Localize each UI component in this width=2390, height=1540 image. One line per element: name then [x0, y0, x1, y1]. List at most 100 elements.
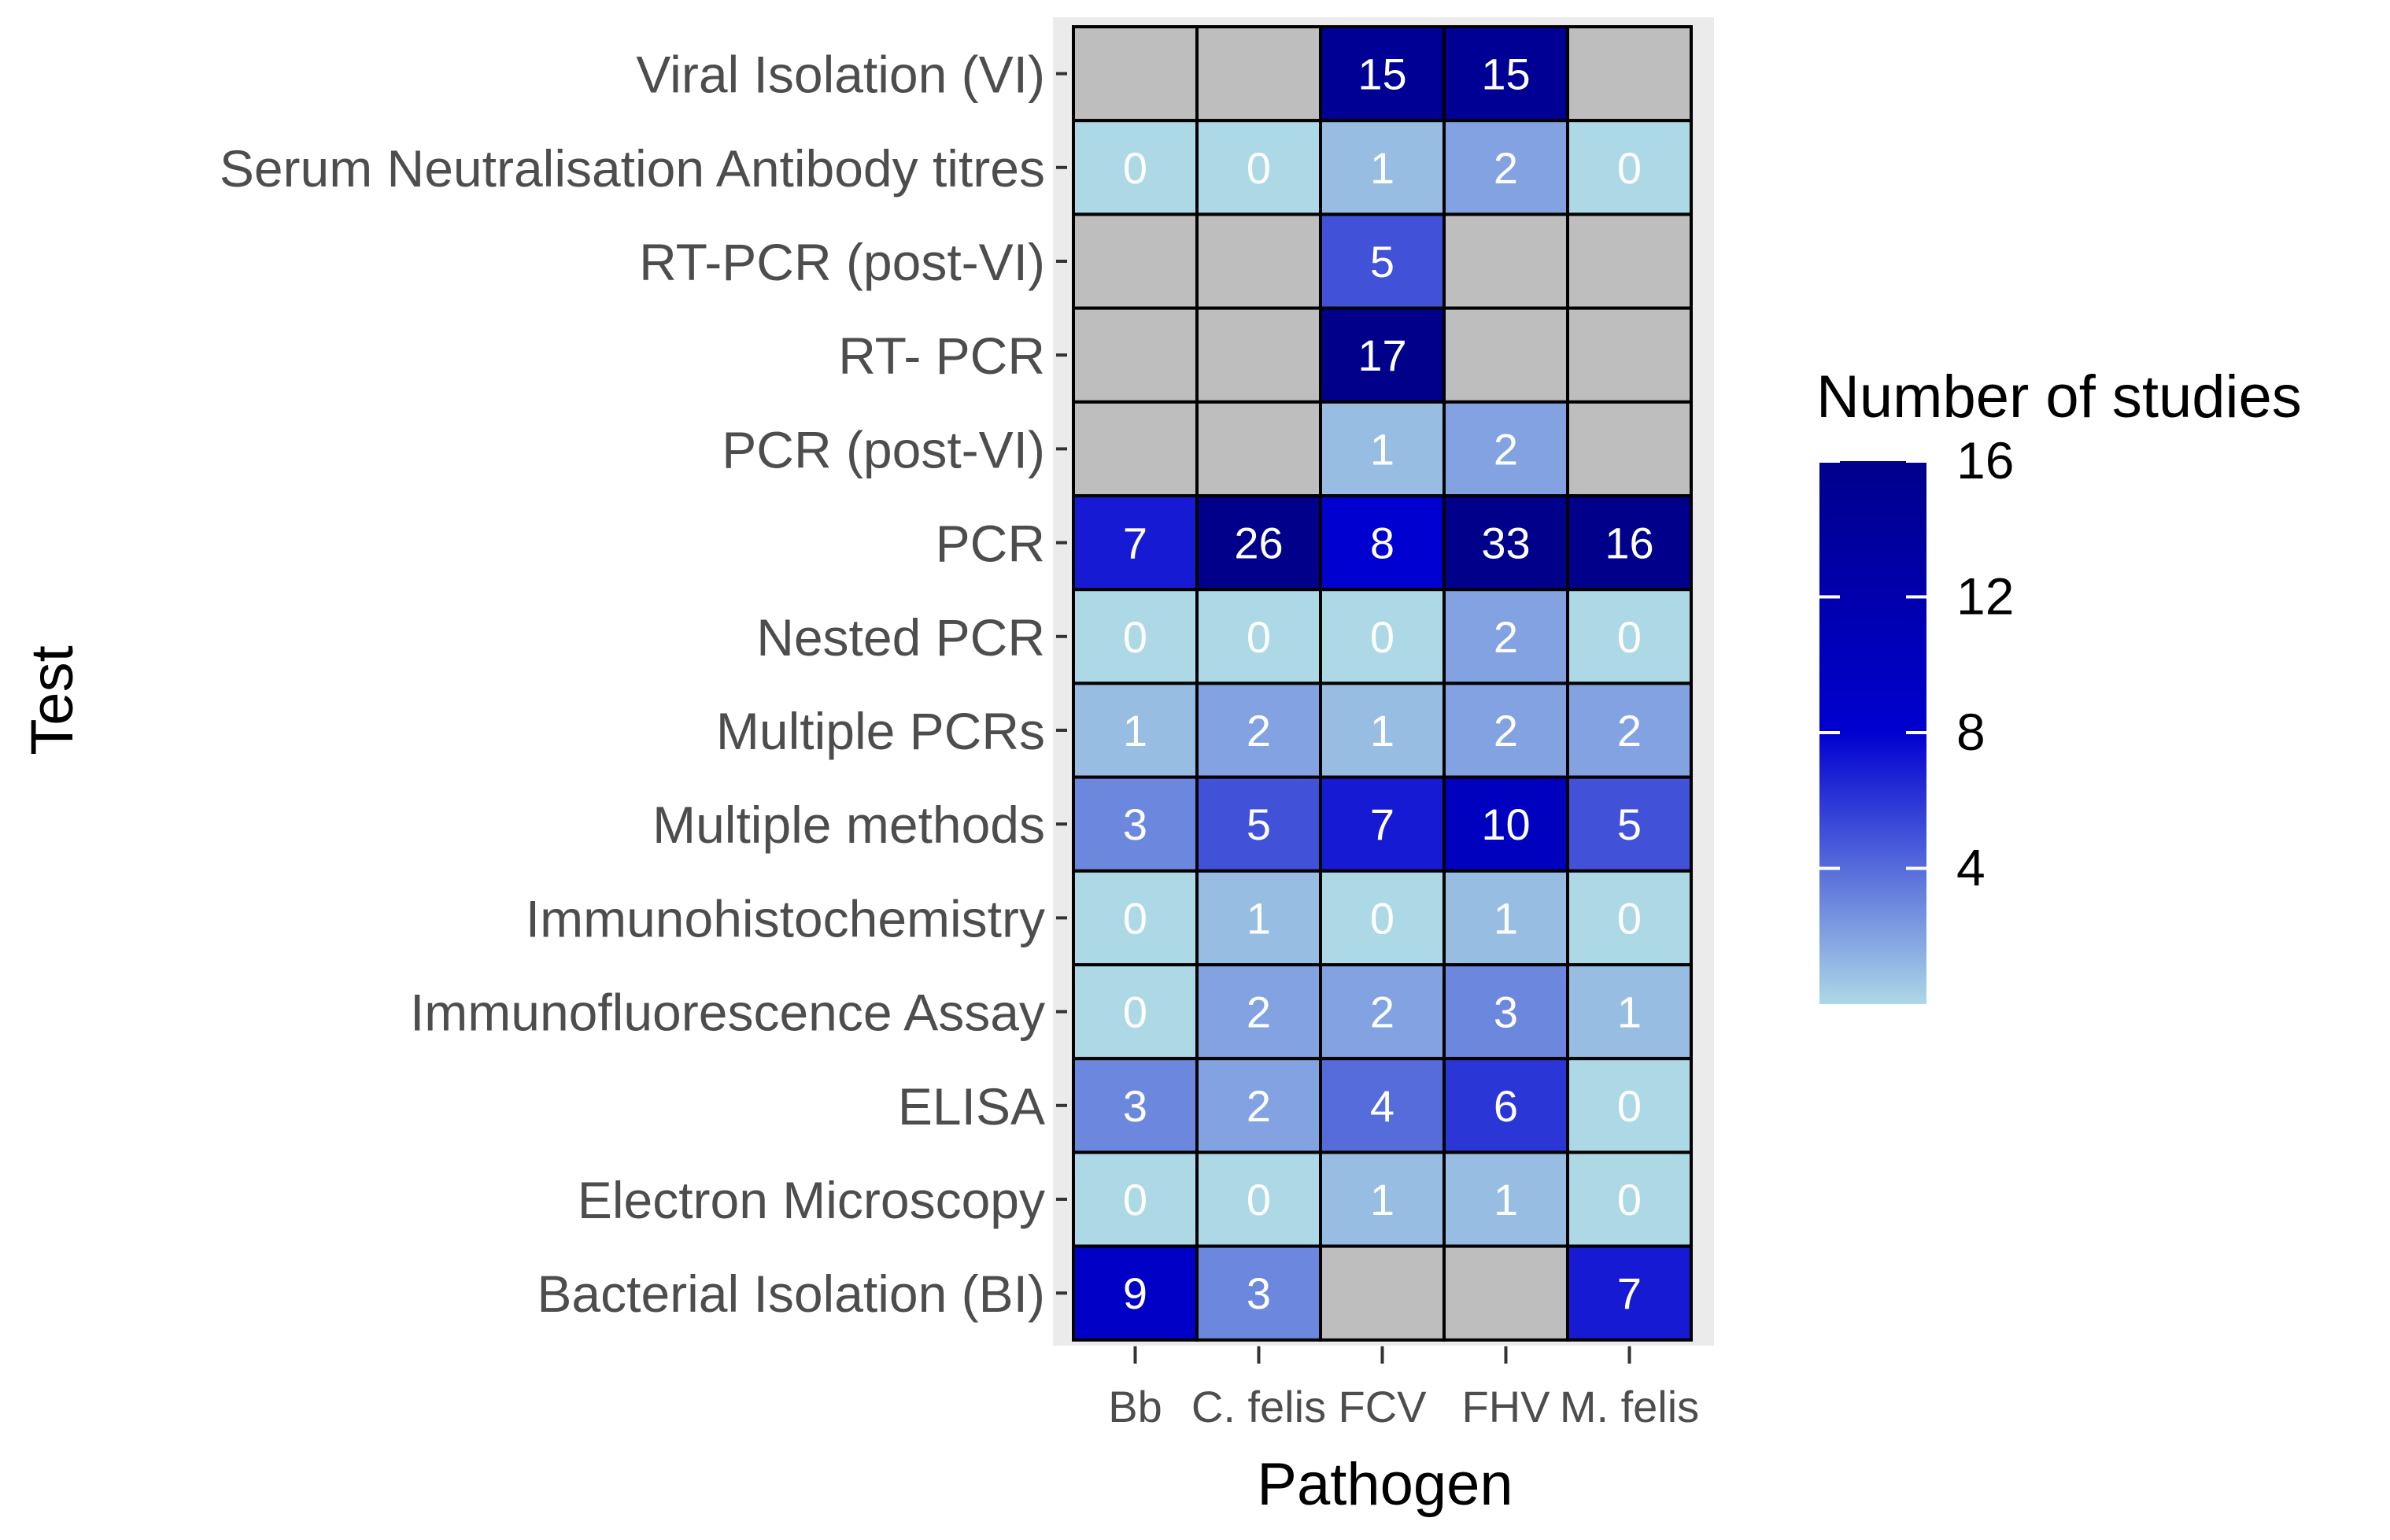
- heatmap-cell: [1566, 306, 1693, 404]
- x-tick-label: FHV: [1462, 1382, 1551, 1431]
- y-tick-label: Multiple methods: [652, 796, 1045, 854]
- heatmap-cell: [1566, 1150, 1693, 1248]
- cell-value-label: 0: [1617, 612, 1642, 662]
- cell-value-label: 4: [1370, 1081, 1394, 1131]
- heatmap-cell: [1319, 681, 1446, 779]
- legend-tick-label: 8: [1956, 703, 1986, 761]
- cell-value-label: 6: [1494, 1081, 1518, 1131]
- heatmap-cell: [1072, 1057, 1199, 1154]
- x-tick-label: FCV: [1339, 1382, 1428, 1431]
- legend-title: Number of studies: [1816, 364, 2302, 430]
- cell-value-label: 5: [1617, 800, 1642, 849]
- heatmap-cell: [1195, 869, 1322, 967]
- heatmap-cell: [1072, 775, 1199, 873]
- heatmap-cell: [1072, 306, 1199, 404]
- heatmap-cell: [1566, 1244, 1693, 1342]
- cell-value-label: 0: [1617, 143, 1642, 193]
- cell-value-label: 2: [1247, 1081, 1271, 1131]
- heatmap-cell: [1195, 1244, 1322, 1342]
- heatmap-cell: [1319, 1150, 1446, 1248]
- heatmap-cell: [1442, 963, 1569, 1061]
- x-tick-label: Bb: [1108, 1382, 1162, 1431]
- y-tick-label: Nested PCR: [756, 608, 1045, 667]
- y-tick-label: Immunofluorescence Assay: [410, 984, 1045, 1042]
- heatmap-cell: [1442, 1057, 1569, 1154]
- heatmap-cell: [1442, 306, 1569, 404]
- heatmap-cell: [1072, 494, 1199, 592]
- cell-value-label: 7: [1370, 800, 1394, 849]
- cell-value-label: 0: [1247, 612, 1271, 662]
- heatmap-cell: [1566, 775, 1693, 873]
- heatmap-cell: [1195, 681, 1322, 779]
- legend-ticks: 4 8 12 16: [1819, 431, 2014, 897]
- heatmap-cell: [1072, 963, 1199, 1061]
- cell-value-label: 1: [1370, 424, 1394, 474]
- cell-value-label: 2: [1247, 988, 1271, 1037]
- heatmap-cell: [1195, 400, 1322, 497]
- cell-value-label: 2: [1494, 143, 1518, 193]
- color-legend: Number of studies 4 8 12 16: [1816, 364, 2302, 1004]
- cell-value-label: 26: [1234, 519, 1283, 568]
- heatmap-cell: [1072, 400, 1199, 497]
- cell-value-label: 1: [1494, 893, 1518, 943]
- cell-value-label: 2: [1494, 612, 1518, 662]
- cell-value-label: 33: [1481, 519, 1530, 568]
- heatmap-cell: [1195, 775, 1322, 873]
- cell-value-label: 5: [1370, 237, 1394, 286]
- heatmap-cell: [1195, 963, 1322, 1061]
- heatmap-cell: [1195, 306, 1322, 404]
- cell-value-label: 1: [1123, 706, 1147, 755]
- cell-value-label: 0: [1123, 143, 1147, 193]
- cell-value-label: 1: [1247, 893, 1271, 943]
- heatmap-cell: [1072, 1150, 1199, 1248]
- cell-value-label: 7: [1617, 1269, 1642, 1318]
- heatmap-cell: [1195, 25, 1322, 123]
- heatmap-cell: [1566, 588, 1693, 685]
- heatmap-cell: [1442, 1150, 1569, 1248]
- cell-value-label: 0: [1247, 1175, 1271, 1224]
- cell-value-label: 7: [1123, 519, 1147, 568]
- x-tick-label: C. felis: [1191, 1382, 1326, 1431]
- heatmap-cell: [1072, 869, 1199, 967]
- y-tick-label: RT-PCR (post-VI): [639, 233, 1045, 291]
- y-tick-label: Serum Neutralisation Antibody titres: [220, 139, 1045, 198]
- cell-value-label: 1: [1494, 1175, 1518, 1224]
- x-axis: Bb C. felis FCV FHV M. felis: [1108, 1346, 1699, 1431]
- y-tick-label: Electron Microscopy: [578, 1171, 1045, 1229]
- y-tick-label: Viral Isolation (VI): [636, 46, 1045, 104]
- x-tick-label: M. felis: [1560, 1382, 1699, 1431]
- x-axis-title: Pathogen: [1257, 1451, 1513, 1518]
- heatmap-cell: [1072, 212, 1199, 310]
- y-tick-label: RT- PCR: [838, 327, 1045, 385]
- y-tick-label: Bacterial Isolation (BI): [537, 1265, 1045, 1323]
- y-tick-label: ELISA: [898, 1077, 1045, 1136]
- y-tick-label: PCR (post-VI): [722, 420, 1045, 478]
- heatmap-cell: [1072, 25, 1199, 123]
- cell-value-label: 0: [1123, 988, 1147, 1037]
- heatmap-cell: [1442, 212, 1569, 310]
- heatmap-cell: [1566, 494, 1693, 592]
- legend-tick-label: 12: [1956, 567, 2014, 626]
- cell-value-label: 0: [1617, 1081, 1642, 1131]
- cell-value-label: 2: [1247, 706, 1271, 755]
- cell-value-label: 0: [1617, 1175, 1642, 1224]
- cell-value-label: 0: [1123, 612, 1147, 662]
- heatmap-cell: [1072, 588, 1199, 685]
- cell-value-label: 2: [1494, 424, 1518, 474]
- heatmap-cell: [1566, 212, 1693, 310]
- legend-tick-label: 4: [1956, 839, 1986, 897]
- cell-value-label: 10: [1481, 800, 1530, 849]
- heatmap-cell: [1442, 1244, 1569, 1342]
- heatmap-cell: [1319, 1244, 1446, 1342]
- heatmap-cell: [1442, 119, 1569, 216]
- cell-value-label: 3: [1123, 1081, 1147, 1131]
- cell-value-label: 0: [1123, 893, 1147, 943]
- cell-value-label: 2: [1494, 706, 1518, 755]
- cell-value-label: 1: [1370, 143, 1394, 193]
- y-tick-label: Immunohistochemistry: [526, 889, 1045, 947]
- heatmap-cell: [1195, 588, 1322, 685]
- heatmap-cell: [1319, 212, 1446, 310]
- heatmap-cell: [1195, 1057, 1322, 1154]
- heatmap-cell: [1566, 119, 1693, 216]
